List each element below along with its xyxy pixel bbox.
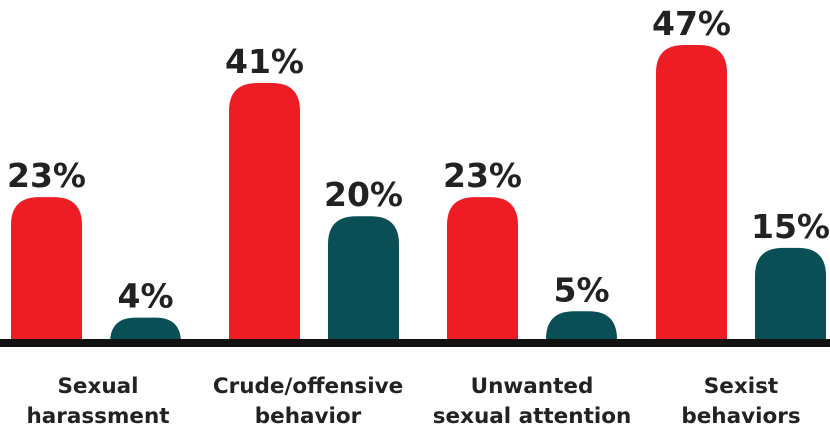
bars-layer — [11, 45, 826, 344]
category-label-4: Sexist behaviors — [681, 374, 800, 429]
bar-series-1-category-1 — [11, 197, 82, 343]
category-label-2: Crude/offensive behavior — [213, 374, 403, 429]
category-label-2-line-1: Crude/offensive — [213, 374, 403, 399]
value-label-series-1-category-4: 47% — [652, 4, 731, 43]
value-label-series-1-category-3: 23% — [443, 156, 522, 195]
value-label-series-2-category-2: 20% — [324, 175, 403, 214]
value-labels-layer: 23% 41% 23% 47% 4% 20% 5% 15% — [7, 4, 830, 316]
bar-series-1-category-4 — [656, 45, 727, 343]
category-label-3-line-1: Unwanted — [471, 374, 594, 399]
category-label-3: Unwanted sexual attention — [433, 374, 632, 429]
value-label-series-1-category-1: 23% — [7, 156, 86, 195]
bar-series-2-category-4 — [755, 247, 826, 343]
category-label-4-line-2: behaviors — [681, 404, 800, 429]
category-label-2-line-2: behavior — [255, 404, 362, 429]
category-label-1: Sexual harassment — [26, 374, 169, 429]
bar-series-2-category-1 — [110, 317, 181, 343]
value-label-series-1-category-2: 41% — [225, 42, 304, 81]
bar-series-2-category-2 — [328, 216, 399, 343]
category-label-3-line-2: sexual attention — [433, 404, 632, 429]
category-label-1-line-2: harassment — [26, 404, 169, 429]
category-label-1-line-1: Sexual — [57, 374, 138, 399]
value-label-series-2-category-1: 4% — [117, 277, 173, 316]
value-label-series-2-category-4: 15% — [751, 207, 830, 246]
category-label-4-line-1: Sexist — [704, 374, 778, 399]
bar-series-1-category-2 — [229, 83, 300, 344]
bar-series-1-category-3 — [447, 197, 518, 343]
category-labels-layer: Sexual harassment Crude/offensive behavior U… — [26, 374, 800, 429]
value-label-series-2-category-3: 5% — [553, 270, 609, 309]
bar-series-2-category-3 — [546, 311, 617, 343]
